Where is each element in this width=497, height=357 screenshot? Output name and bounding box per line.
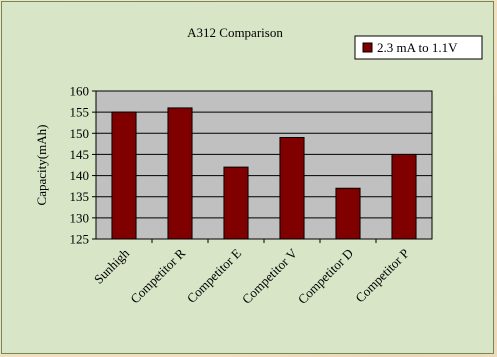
legend: 2.3 mA to 1.1V [354, 35, 483, 60]
bars [111, 107, 417, 240]
bar [335, 187, 361, 240]
chart-title: A312 Comparison [187, 25, 283, 40]
y-tick-label: 145 [70, 147, 90, 162]
x-tick-label: Competitor P [352, 246, 412, 306]
legend-label: 2.3 mA to 1.1V [377, 40, 458, 55]
bar [279, 137, 305, 240]
y-axis-title: Capacity(mAh) [34, 125, 49, 206]
x-tick-label: Sunhigh [91, 245, 133, 287]
x-tick-label: Competitor E [184, 245, 244, 305]
x-tick-label: Competitor V [239, 245, 301, 307]
bar [167, 107, 193, 240]
x-tick-label: Competitor R [127, 245, 188, 306]
gridlines [96, 111, 432, 219]
y-tick-label: 155 [70, 105, 90, 120]
x-tick-label: Competitor D [295, 246, 356, 307]
y-tick-label: 135 [70, 189, 90, 204]
legend-swatch [362, 42, 373, 53]
y-axis-ticks: 125 130 135 140 145 150 155 160 [70, 84, 96, 247]
bar [391, 153, 417, 240]
y-tick-label: 160 [70, 84, 90, 99]
bar [111, 111, 137, 240]
y-tick-label: 130 [70, 210, 90, 225]
plot-area [95, 90, 433, 240]
bar [223, 166, 249, 240]
y-tick-label: 125 [70, 232, 90, 247]
legend-box [354, 35, 483, 60]
y-tick-label: 150 [70, 126, 90, 141]
y-tick-label: 140 [70, 168, 90, 183]
